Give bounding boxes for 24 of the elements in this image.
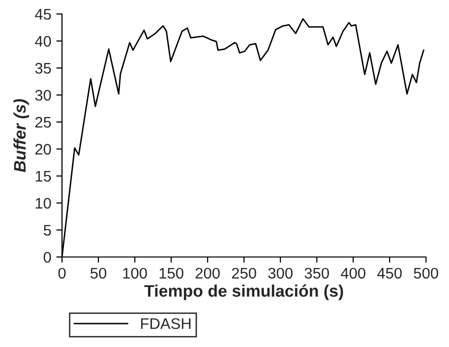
x-tick-label: 400 [340, 268, 366, 279]
x-tick-label: 100 [123, 268, 147, 279]
x-tick-label: 250 [232, 268, 256, 279]
x-tick-label: 200 [196, 268, 220, 279]
x-tick-label: 50 [90, 268, 106, 279]
y-tick-label: 30 [35, 90, 51, 101]
y-tick-label: 0 [44, 252, 51, 263]
y-tick-label: 20 [35, 144, 51, 155]
y-tick-label: 5 [44, 225, 51, 236]
legend-label: FDASH [141, 318, 190, 330]
y-tick-label: 10 [36, 198, 51, 209]
x-tick-label: 450 [377, 268, 402, 279]
x-tick-label: 350 [304, 268, 329, 279]
y-tick-label: 40 [34, 36, 51, 47]
x-tick-label: 150 [160, 268, 184, 279]
y-tick-label: 25 [35, 116, 51, 128]
y-tick-label: 15 [36, 171, 51, 182]
y-axis-title: Buffer (s) [14, 99, 30, 172]
x-tick-label: 500 [414, 268, 438, 279]
x-tick-label: 300 [268, 268, 293, 279]
x-axis-title: Tiempo de simulación (s) [144, 284, 344, 300]
x-tick-label: 0 [58, 268, 66, 279]
y-tick-label: 35 [35, 62, 51, 74]
y-tick-label: 45 [34, 9, 51, 20]
